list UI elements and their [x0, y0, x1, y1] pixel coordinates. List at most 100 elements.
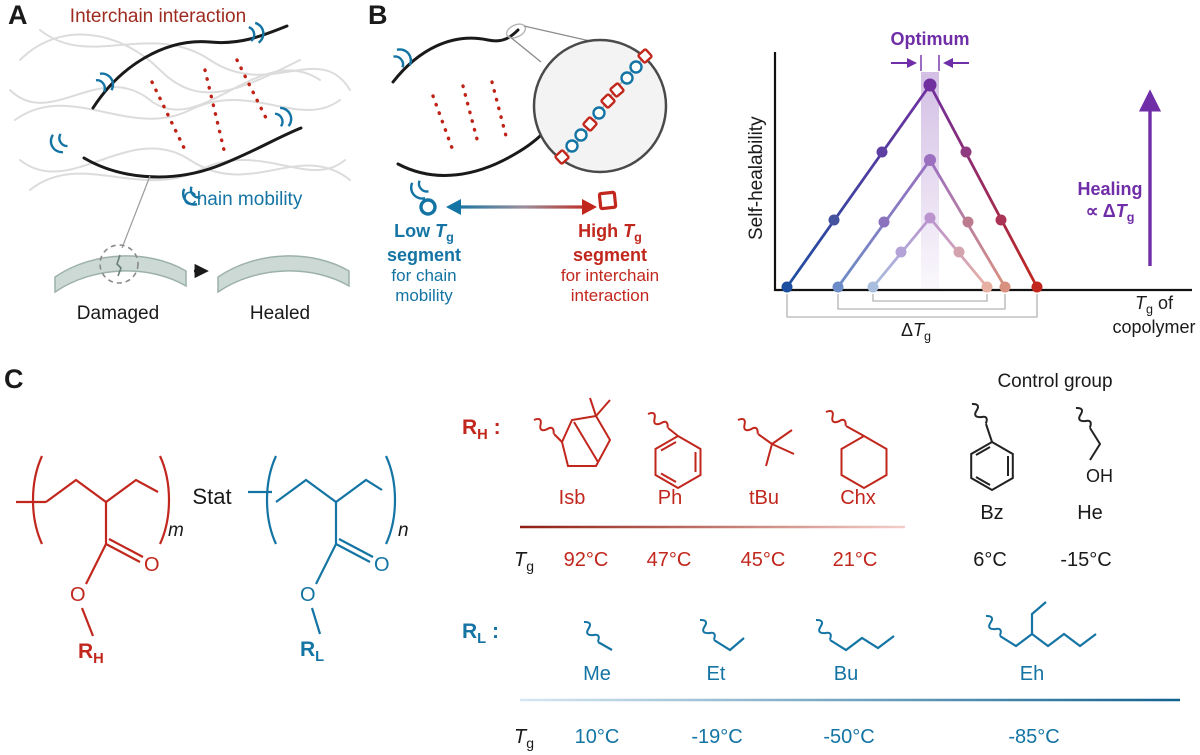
bz-name: Bz	[980, 502, 1004, 524]
polymer-chains	[82, 24, 303, 179]
optimum-label: Optimum	[890, 29, 970, 49]
chx-name: Chx	[840, 487, 876, 509]
panel-c-art	[16, 397, 1180, 702]
bu-tg: -50°C	[823, 726, 875, 748]
high-tg-caption: for interchain interaction	[560, 266, 660, 306]
b-polymer-chains	[391, 28, 549, 177]
monomer-markers	[554, 48, 653, 165]
panel-c-label: C	[4, 364, 24, 394]
delta-tg-brackets	[786, 294, 1038, 318]
ester-bond	[315, 543, 337, 585]
left-bracket	[31, 455, 43, 545]
damaged-sample	[54, 244, 187, 294]
magnifier-circle	[532, 38, 668, 174]
bz-tg: 6°C	[973, 549, 1007, 571]
interchain-interaction-label: Interchain interaction	[69, 6, 247, 27]
delta-tg-label: ΔTg	[900, 320, 932, 344]
rh-row-label: RH :	[462, 416, 501, 444]
gradient-arrow-left-head	[446, 199, 461, 215]
bz-structure	[967, 400, 1014, 492]
et-structure	[695, 616, 745, 652]
mobility-arc-icons	[46, 20, 296, 210]
interchain-dotted-bonds	[150, 58, 270, 154]
high-tg-monomer-square	[609, 82, 625, 98]
low-tg-monomer-circle	[565, 139, 579, 153]
eh-name: Eh	[1019, 663, 1045, 685]
m-subscript: m	[168, 520, 184, 541]
low-tg-monomer-unit-structure	[248, 455, 397, 635]
right-bracket	[385, 455, 397, 545]
segment-word: segment	[386, 245, 462, 266]
low-tg-caption: for chain mobility	[391, 266, 457, 306]
ester-bond	[85, 543, 107, 585]
me-tg: 10°C	[574, 726, 620, 748]
healing-label: Healing	[1077, 179, 1143, 199]
et-name: Et	[706, 663, 726, 685]
ester-o-blue: O	[300, 584, 316, 606]
carbonyl-o-blue: O	[374, 554, 390, 576]
x-axis-label: Tg of copolymer	[1112, 293, 1196, 338]
control-group-label: Control group	[997, 371, 1113, 392]
chx-structure	[822, 407, 888, 490]
he-structure	[1071, 404, 1102, 461]
low-tg-monomer-circle	[629, 60, 643, 74]
tbu-tg: 45°C	[740, 549, 786, 571]
gradient-arrow-right-head	[582, 199, 597, 215]
segment-word: segment	[572, 245, 648, 266]
isb-tg: 92°C	[563, 549, 609, 571]
healability-curves	[785, 83, 1039, 289]
isb-structure	[530, 397, 612, 467]
high-tg-monomer-square	[582, 116, 598, 132]
plot-axes	[773, 52, 1192, 292]
right-bracket	[159, 455, 171, 545]
healed-sample	[217, 255, 350, 294]
magnifier-wedge-line	[523, 25, 591, 42]
optimum-band	[921, 72, 939, 290]
chx-tg: 21°C	[832, 549, 878, 571]
high-word: High	[578, 221, 619, 241]
crack-highlight-circle	[99, 244, 139, 284]
panel-b-label: B	[368, 0, 388, 30]
ph-tg: 47°C	[646, 549, 692, 571]
damaged-label: Damaged	[76, 303, 160, 324]
panel-a-art	[9, 20, 351, 294]
crack	[116, 254, 122, 277]
chain-mobility-label: Chain mobility	[183, 189, 303, 210]
rl-row-label: RL :	[462, 620, 499, 648]
low-tg-segment-label: Low Tg segment	[386, 221, 462, 266]
eh-structure	[981, 601, 1097, 648]
low-tg-monomer-circle	[620, 71, 634, 85]
low-tg-legend-circle	[419, 198, 437, 216]
high-tg-monomer-square	[600, 93, 616, 109]
ester-o-red: O	[70, 584, 86, 606]
me-name: Me	[583, 663, 611, 685]
ph-name: Ph	[657, 487, 683, 509]
panel-a-label: A	[8, 0, 28, 30]
b-interchain-dotted-bonds	[431, 80, 508, 150]
background-network	[9, 29, 351, 191]
he-name: He	[1077, 502, 1103, 524]
tg-row-label-low: Tg	[514, 726, 535, 751]
eh-tg: -85°C	[1008, 726, 1060, 748]
he-tg: -15°C	[1060, 549, 1112, 571]
high-tg-legend-square	[597, 190, 618, 211]
stat-label: Stat	[192, 484, 232, 509]
low-tg-monomer-circle	[574, 128, 588, 142]
low-word: Low	[394, 221, 431, 241]
bu-name: Bu	[833, 663, 859, 685]
carbonyl-o-red: O	[144, 554, 160, 576]
carbonyl-double-bond	[335, 538, 374, 563]
tbu-name: tBu	[748, 487, 780, 509]
high-tg-segment-label: High Tg segment	[572, 221, 648, 266]
left-bracket	[265, 455, 277, 545]
oh-group-label: OH	[1086, 466, 1113, 486]
panel-b-art	[390, 23, 668, 216]
isb-name: Isb	[558, 487, 586, 509]
bu-structure	[811, 616, 895, 652]
carbonyl-double-bond	[105, 538, 144, 563]
ph-structure	[644, 409, 702, 490]
rl-structure-label: RL	[300, 638, 325, 666]
zoom-connector-line	[121, 175, 151, 249]
